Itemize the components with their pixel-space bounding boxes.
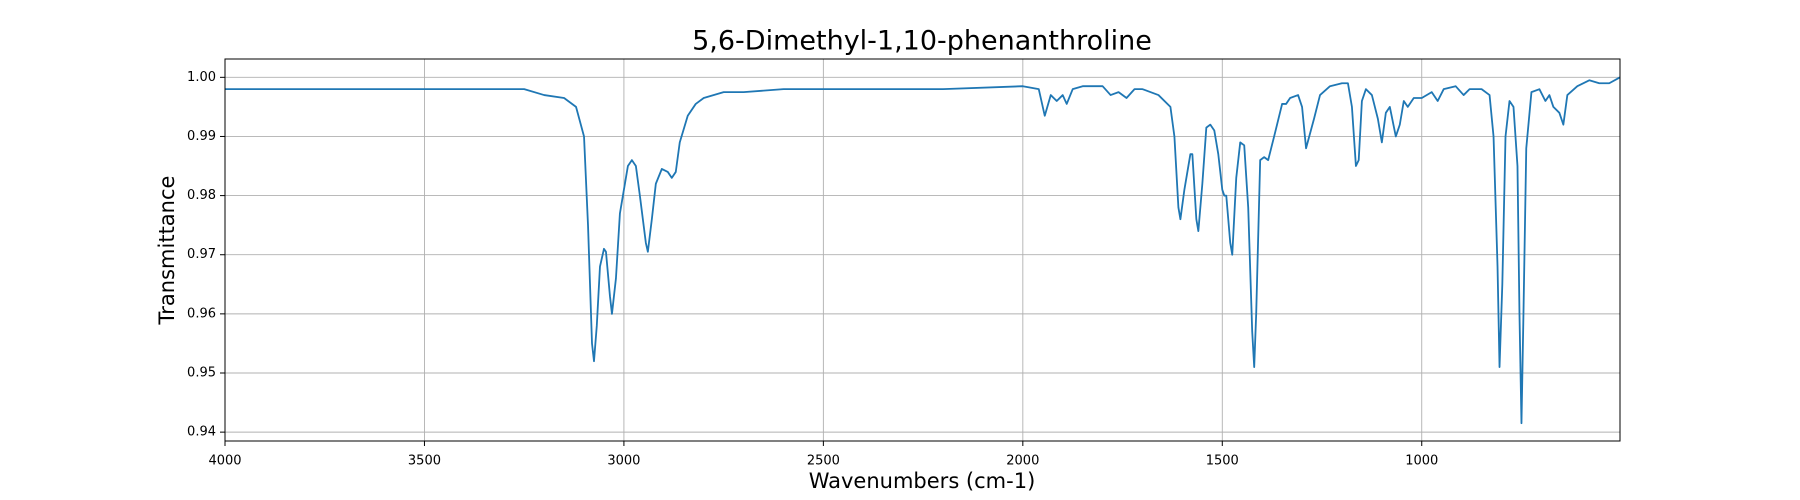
y-axis-label: Transmittance	[155, 176, 179, 326]
y-tick-label: 0.96	[187, 306, 216, 321]
plot-frame	[224, 58, 1621, 442]
y-tick-label: 0.94	[187, 425, 216, 440]
y-tick-label: 0.99	[187, 129, 216, 144]
y-tick-label: 0.95	[187, 365, 216, 380]
x-tick-label: 4000	[208, 454, 241, 469]
x-tick-label: 3500	[408, 454, 441, 469]
y-tick-label: 0.97	[187, 247, 216, 262]
y-tick-label: 0.98	[187, 188, 216, 203]
y-tick-label: 1.00	[187, 70, 216, 85]
x-tick-label: 2000	[1006, 454, 1039, 469]
x-axis-label: Wavenumbers (cm-1)	[809, 469, 1036, 493]
x-tick-label: 1500	[1206, 454, 1239, 469]
x-tick-label: 3000	[607, 454, 640, 469]
chart-title: 5,6-Dimethyl-1,10-phenanthroline	[692, 26, 1152, 57]
spectrum-line	[225, 76, 1620, 425]
x-tick-label: 2500	[807, 454, 840, 469]
x-tick-label: 1000	[1405, 454, 1438, 469]
